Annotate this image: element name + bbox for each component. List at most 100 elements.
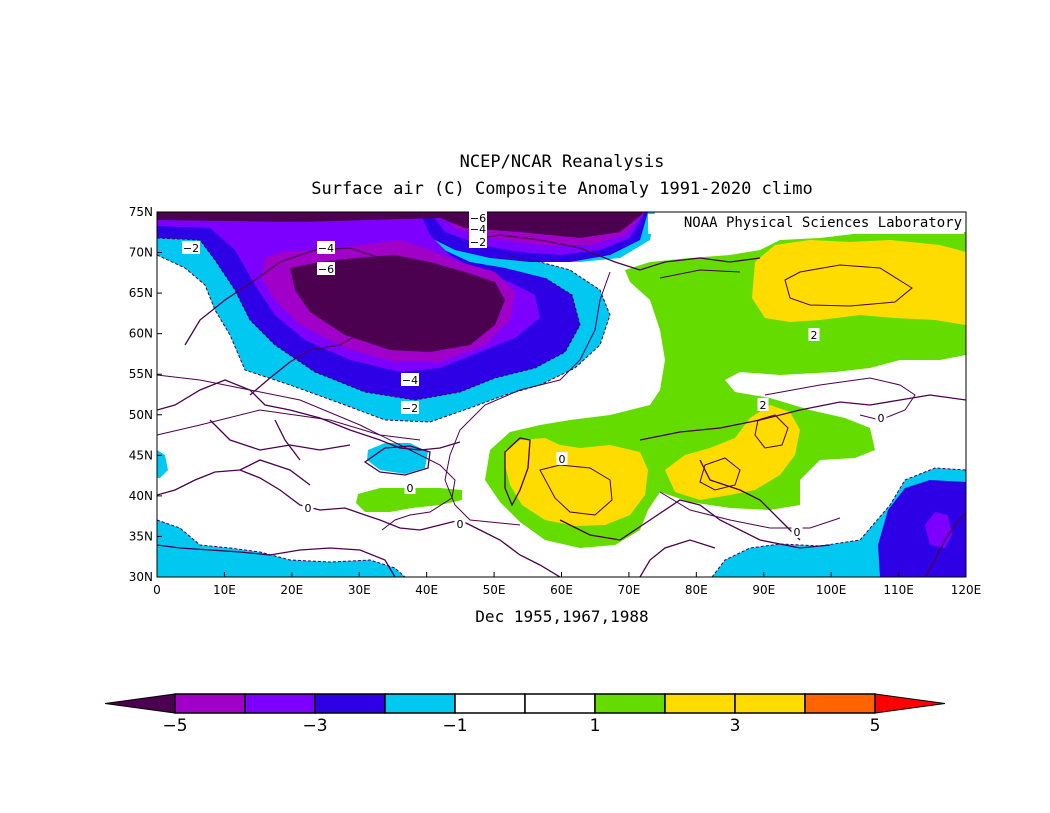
contour-label-bg — [401, 401, 419, 414]
colorbar-label: 3 — [730, 716, 741, 736]
colorbar-segment — [594, 693, 666, 714]
credit-text: NOAA Physical Sciences Laboratory — [684, 215, 962, 231]
contour-line — [329, 277, 479, 343]
contour-label-bg — [791, 525, 803, 538]
colorbar-segment — [664, 693, 736, 714]
contour-label: 0 — [559, 453, 566, 466]
contour-label-bg — [401, 373, 419, 386]
contour-label: −6 — [318, 263, 334, 276]
border-asia — [559, 499, 831, 549]
map-axes: 0 10E 20E 30E 40E 50E 60E 70E 80E 90E 100E 110E 120E… — [129, 205, 982, 597]
lat-tick-label: 45N — [129, 448, 153, 462]
contour-line — [699, 457, 741, 491]
coastline-scandinavia — [184, 247, 391, 396]
contour-label: 2 — [811, 329, 818, 342]
lat-tick-label: 35N — [129, 529, 153, 543]
contour-label-bg — [317, 241, 335, 254]
lon-tick-label: 20E — [280, 583, 303, 597]
lat-tick-label: 65N — [129, 286, 153, 300]
lon-tick-label: 40E — [415, 583, 438, 597]
lon-tick-label: 90E — [752, 583, 775, 597]
contour-label: −2 — [183, 242, 199, 255]
contour-label: 0 — [457, 518, 464, 531]
coastline-black-sea — [363, 445, 431, 476]
colorbar-label: −3 — [302, 716, 327, 736]
colorbar-segment — [244, 693, 316, 714]
anomaly-fill-minus1-africa — [157, 520, 405, 577]
contour-label: −4 — [470, 223, 486, 236]
contour-label: −2 — [470, 236, 486, 249]
contour-label: 0 — [305, 502, 312, 515]
contour-line — [157, 409, 421, 441]
lat-tick-label: 70N — [129, 246, 153, 260]
lon-tick-label: 100E — [816, 583, 847, 597]
colorbar-segment — [314, 693, 386, 714]
border-europe-interior — [209, 419, 351, 486]
coastline-europe — [157, 379, 461, 451]
map-plot-area — [157, 212, 966, 577]
figure-subtitle: Surface air (C) Composite Anomaly 1991-2… — [311, 179, 813, 199]
lat-tick-label: 30N — [129, 570, 153, 584]
colorbar-label: 5 — [870, 716, 881, 736]
contour-label-bg — [469, 235, 487, 248]
contour-label: 0 — [407, 482, 414, 495]
contour-label-bg — [469, 211, 487, 224]
contour-label-bg — [182, 241, 200, 254]
lon-tick-label: 120E — [951, 583, 982, 597]
coastline-caspian — [504, 437, 531, 507]
contour-line — [444, 271, 611, 526]
colorbar-segment — [804, 693, 876, 714]
contour-label: −6 — [470, 212, 486, 225]
colorbar-label: 1 — [590, 716, 601, 736]
contour-line — [157, 519, 406, 577]
colorbar-segment — [524, 693, 596, 714]
negative-contour-lines — [157, 237, 966, 577]
border-india — [639, 539, 716, 577]
credit-box — [648, 214, 964, 234]
anomaly-fill-plus1-turkey — [356, 488, 462, 512]
contour-line — [157, 254, 611, 423]
lat-tick-label: 60N — [129, 327, 153, 341]
border-china — [699, 459, 801, 541]
anomaly-fill-plus2-siberia — [752, 240, 966, 325]
colorbar-segment — [734, 693, 806, 714]
anomaly-fill-plus2-central-asia — [665, 405, 800, 500]
anomaly-fill-minus1-iberia — [157, 450, 168, 478]
figure-title: NCEP/NCAR Reanalysis — [460, 152, 665, 172]
coastline-east-asia — [924, 511, 966, 577]
lon-tick-label: 30E — [348, 583, 371, 597]
contour-label-bg — [454, 517, 466, 530]
lon-tick-label: 10E — [213, 583, 236, 597]
colorbar-high-extend — [874, 693, 946, 714]
contour-label: −4 — [318, 242, 334, 255]
lon-tick-label: 60E — [550, 583, 573, 597]
colorbar-low-extend — [104, 693, 176, 714]
contour-label-bg — [404, 481, 416, 494]
colorbar-label: −1 — [442, 716, 467, 736]
lon-tick-label: 110E — [883, 583, 914, 597]
period-label: Dec 1955,1967,1988 — [475, 607, 648, 626]
lat-tick-label: 40N — [129, 489, 153, 503]
lat-tick-label: 55N — [129, 367, 153, 381]
lon-tick-label: 50E — [483, 583, 506, 597]
contour-label-bg — [808, 328, 820, 341]
contour-line — [784, 264, 913, 307]
lon-tick-label: 0 — [153, 583, 161, 597]
contour-label: 0 — [878, 412, 885, 425]
contour-label-bg — [302, 501, 314, 514]
contour-label: −2 — [402, 402, 418, 415]
contour-label-bg — [317, 262, 335, 275]
coastline-africa — [157, 544, 396, 577]
colorbar-segment — [454, 693, 526, 714]
lon-tick-label: 70E — [617, 583, 640, 597]
contour-line — [539, 464, 613, 516]
contour-label-bg — [469, 222, 487, 235]
contour-line — [659, 491, 841, 529]
contour-label: −4 — [402, 374, 418, 387]
colorbar-label: −5 — [162, 716, 187, 736]
contour-label-bg — [757, 398, 769, 411]
anomaly-fill-plus2-caspian — [505, 438, 648, 526]
border-russia-south — [639, 394, 966, 441]
contour-label-bg — [875, 411, 887, 424]
